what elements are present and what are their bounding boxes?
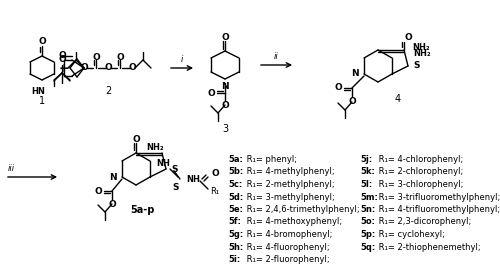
Text: 1: 1 [39,96,45,106]
Text: i: i [181,55,183,64]
Text: 5n:: 5n: [360,205,375,214]
Text: O: O [212,168,220,178]
Text: O: O [94,186,102,196]
Text: O: O [348,97,356,106]
Text: R₁= 2,4,6-trimethylphenyl;: R₁= 2,4,6-trimethylphenyl; [244,205,360,214]
Text: R₁= 4-bromophenyl;: R₁= 4-bromophenyl; [244,230,332,239]
Text: R₁= 2-chlorophenyl;: R₁= 2-chlorophenyl; [376,168,463,176]
Text: 3: 3 [222,124,228,134]
Text: R₁= 4-fluorophenyl;: R₁= 4-fluorophenyl; [244,242,330,252]
Text: 5d:: 5d: [228,193,243,201]
Text: 5b:: 5b: [228,168,243,176]
Text: R₁: R₁ [210,186,219,196]
Text: NH₂: NH₂ [412,43,430,53]
Text: 2: 2 [105,86,111,96]
Text: R₁= 4-methylphenyl;: R₁= 4-methylphenyl; [244,168,334,176]
Text: 5k:: 5k: [360,168,375,176]
Text: 5p:: 5p: [360,230,375,239]
Text: NH₂: NH₂ [146,142,164,152]
Text: 5h:: 5h: [228,242,243,252]
Text: S: S [413,61,420,71]
Text: 5o:: 5o: [360,217,375,227]
Text: 5c:: 5c: [228,180,242,189]
Text: +: + [58,61,70,75]
Text: O: O [108,200,116,209]
Text: 5j:: 5j: [360,155,372,164]
Text: O: O [208,88,215,98]
Text: iii: iii [8,164,15,173]
Text: NH: NH [186,175,200,183]
Text: O: O [221,101,229,110]
Text: R₁= 2-thiophenemethyl;: R₁= 2-thiophenemethyl; [376,242,480,252]
Text: R₁= 4-trifluoromethylphenyl;: R₁= 4-trifluoromethylphenyl; [376,205,500,214]
Text: N: N [221,82,229,91]
Text: 5i:: 5i: [228,255,240,264]
Text: R₁= phenyl;: R₁= phenyl; [244,155,297,164]
Text: N: N [110,173,117,181]
Text: 5m:: 5m: [360,193,378,201]
Text: HN: HN [31,87,45,96]
Text: O: O [132,135,140,143]
Text: R₁= 4-methoxyphenyl;: R₁= 4-methoxyphenyl; [244,217,342,227]
Text: O: O [58,52,66,60]
Text: S: S [173,183,179,192]
Text: O: O [404,34,412,42]
Text: 5l:: 5l: [360,180,372,189]
Text: O: O [116,53,124,61]
Text: O: O [334,83,342,93]
Text: 5a-p: 5a-p [130,205,154,215]
Text: 5f:: 5f: [228,217,241,227]
Text: 5e:: 5e: [228,205,243,214]
Text: S: S [171,165,177,173]
Text: ii: ii [274,52,279,61]
Text: 5q:: 5q: [360,242,375,252]
Text: O: O [58,55,66,65]
Text: 4: 4 [395,94,401,104]
Text: 5g:: 5g: [228,230,243,239]
Text: R₁= cyclohexyl;: R₁= cyclohexyl; [376,230,445,239]
Text: N: N [352,70,359,78]
Text: O: O [38,37,46,47]
Text: R₁= 2-fluorophenyl;: R₁= 2-fluorophenyl; [244,255,330,264]
Text: R₁= 2,3-dicorophenyl;: R₁= 2,3-dicorophenyl; [376,217,471,227]
Text: O: O [128,63,136,73]
Text: NH₂: NH₂ [413,50,430,58]
Text: O: O [92,53,100,61]
Text: O: O [80,63,88,73]
Text: R₁= 3-trifluoromethylphenyl;: R₁= 3-trifluoromethylphenyl; [376,193,500,201]
Text: 5a:: 5a: [228,155,243,164]
Text: O: O [104,63,112,73]
Text: NH: NH [156,158,170,168]
Text: R₁= 3-methylphenyl;: R₁= 3-methylphenyl; [244,193,335,201]
Text: O: O [221,32,229,42]
Text: R₁= 3-chlorophenyl;: R₁= 3-chlorophenyl; [376,180,464,189]
Text: R₁= 2-methylphenyl;: R₁= 2-methylphenyl; [244,180,334,189]
Text: R₁= 4-chlorophenyl;: R₁= 4-chlorophenyl; [376,155,463,164]
